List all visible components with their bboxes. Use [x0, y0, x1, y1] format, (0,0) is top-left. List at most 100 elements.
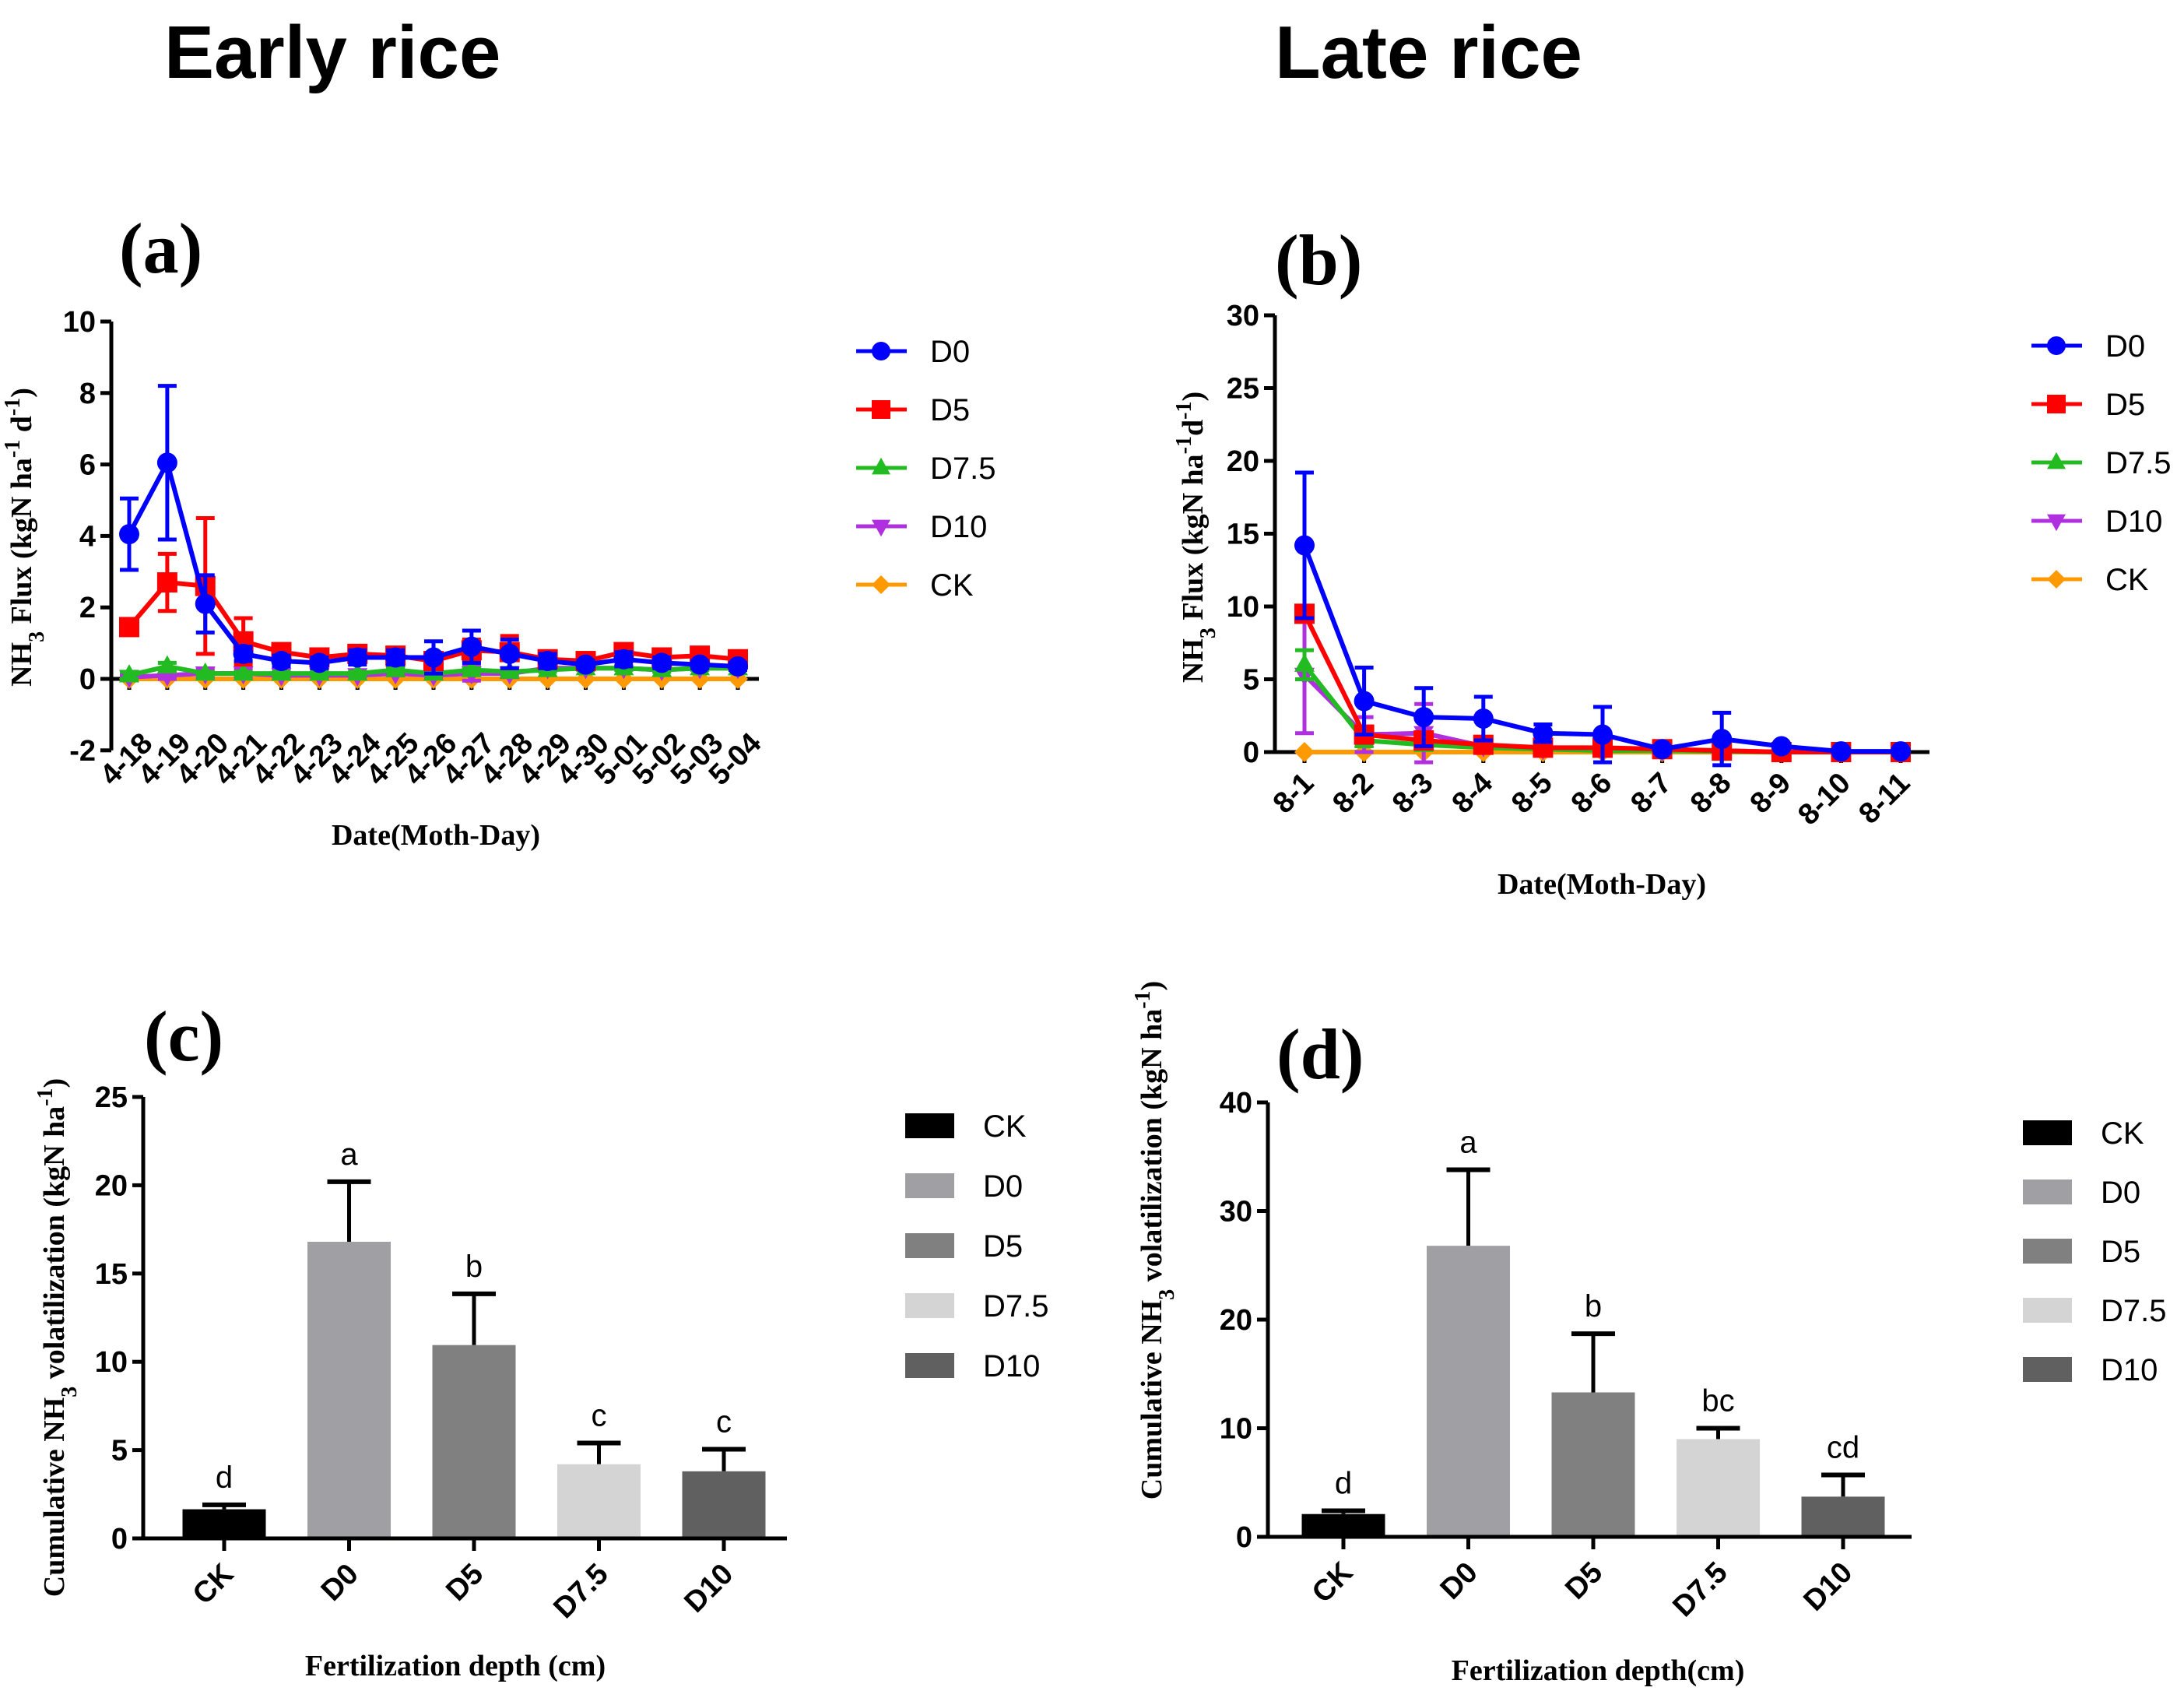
legend-label: D7.5 [930, 452, 996, 486]
marker-circle [1831, 741, 1852, 762]
legend-label: D7.5 [983, 1289, 1049, 1324]
legend-item: CK [856, 568, 974, 603]
marker-circle [1294, 535, 1315, 556]
legend-swatch [2023, 1239, 2072, 1264]
y-tick-label: 8 [79, 378, 96, 410]
marker-circle [1533, 722, 1554, 744]
marker-circle [461, 636, 482, 657]
marker-circle [233, 643, 254, 664]
legend-item: D10 [2023, 1353, 2158, 1387]
marker-circle [1592, 724, 1613, 745]
y-tick-label: 20 [1220, 1304, 1252, 1337]
marker-circle [1413, 707, 1434, 728]
marker-triangle-up [347, 662, 368, 681]
panel-label: (c) [144, 997, 223, 1076]
y-axis-label-part: Cumulative NH [1136, 1300, 1168, 1500]
y-axis-label-part: NH [5, 642, 38, 687]
x-tick-label: D7.5 [547, 1558, 614, 1625]
significance-letter: b [465, 1250, 483, 1284]
legend-item: D5 [2031, 388, 2145, 422]
legend-item: CK [2023, 1116, 2144, 1151]
legend-swatch [905, 1293, 954, 1318]
x-tick-label: D0 [1434, 1556, 1484, 1606]
legend-item: D7.5 [856, 452, 996, 486]
x-tick-label: CK [187, 1557, 241, 1611]
y-tick-label: 20 [95, 1169, 128, 1202]
legend-label: CK [930, 568, 974, 603]
x-tick-label: 8-6 [1565, 767, 1619, 821]
legend-item: D5 [2023, 1235, 2140, 1269]
y-axis-label-part: volatilization (kgN ha [38, 1106, 71, 1387]
legend-swatch [905, 1173, 954, 1198]
x-tick-label: D7.5 [1666, 1556, 1733, 1623]
marker-circle [575, 654, 596, 675]
y-axis-label-part: ) [1136, 981, 1168, 991]
legend-swatch [2023, 1357, 2072, 1382]
legend-item: D0 [2023, 1176, 2140, 1210]
marker-triangle-up [1294, 653, 1315, 672]
panel-label: (d) [1276, 1014, 1364, 1094]
y-tick-label: 20 [1227, 445, 1259, 478]
marker-diamond [1294, 742, 1315, 762]
marker-triangle-up [385, 659, 406, 677]
y-tick-label: 30 [1227, 300, 1259, 332]
y-tick-label: -2 [69, 735, 96, 768]
y-tick-label: 0 [79, 663, 96, 696]
panel-label: (b) [1275, 220, 1362, 300]
x-tick-label: D5 [1559, 1556, 1609, 1606]
legend-swatch [905, 1113, 954, 1138]
legend-swatch [2023, 1120, 2072, 1145]
y-axis-label-part: d [1177, 420, 1210, 436]
significance-letter: cd [1827, 1430, 1859, 1464]
title-early-rice: Early rice [164, 11, 500, 94]
marker-circle [651, 652, 672, 673]
marker-triangle-up [461, 659, 482, 677]
legend-label: D0 [2101, 1176, 2140, 1210]
x-tick-label: 8-4 [1446, 767, 1500, 821]
bar-D0 [1427, 1246, 1510, 1537]
y-axis-label-part: -1 [33, 1088, 58, 1106]
legend-item: D0 [2031, 329, 2145, 364]
legend-swatch [905, 1233, 954, 1258]
y-axis-label-part: -1 [1131, 990, 1155, 1008]
x-tick-label: D0 [315, 1558, 365, 1608]
bar-D0 [307, 1241, 391, 1538]
y-axis-label-part: Flux (kgN ha [1177, 454, 1210, 628]
legend-item: D10 [2031, 504, 2162, 539]
legend-label: D0 [983, 1169, 1023, 1204]
y-axis-label: NH3 Flux (kgN ha-1d-1) [1172, 392, 1220, 683]
significance-letter: a [340, 1137, 358, 1172]
y-tick-label: 25 [1227, 373, 1259, 406]
marker-circle [156, 452, 177, 473]
marker-circle [537, 651, 558, 672]
legend-item: D5 [856, 393, 970, 427]
x-tick-label: 8-5 [1505, 767, 1559, 821]
y-tick-label: 25 [95, 1081, 128, 1114]
legend-item: D5 [905, 1229, 1023, 1264]
y-axis-label-part: -1 [1172, 436, 1196, 454]
y-axis-label-part: Cumulative NH [38, 1397, 71, 1598]
y-axis-label-part: 3 [25, 631, 49, 642]
y-tick-label: 10 [95, 1346, 128, 1379]
bar-D5 [432, 1345, 516, 1538]
significance-letter: bc [1701, 1384, 1734, 1419]
legend-swatch [905, 1353, 954, 1378]
legend-label: D5 [2105, 388, 2145, 422]
legend-item: D0 [905, 1169, 1023, 1204]
x-tick-label: CK [1306, 1556, 1360, 1609]
bar-D5 [1551, 1392, 1635, 1537]
x-tick-label: 8-3 [1386, 767, 1440, 821]
marker-triangle-up [233, 662, 254, 681]
y-axis-label-part: ) [1177, 392, 1210, 402]
y-tick-label: 10 [1220, 1413, 1252, 1446]
marker-circle [499, 643, 520, 664]
x-tick-label: 8-10 [1792, 767, 1856, 831]
legend-item: CK [905, 1109, 1027, 1144]
y-axis-label-part: -1 [1172, 402, 1196, 420]
marker-square [2047, 395, 2066, 413]
y-axis-label-part: ) [38, 1078, 71, 1088]
marker-triangle-down [872, 519, 890, 537]
y-tick-label: 4 [79, 520, 96, 553]
legend-item: D7.5 [2023, 1294, 2167, 1328]
